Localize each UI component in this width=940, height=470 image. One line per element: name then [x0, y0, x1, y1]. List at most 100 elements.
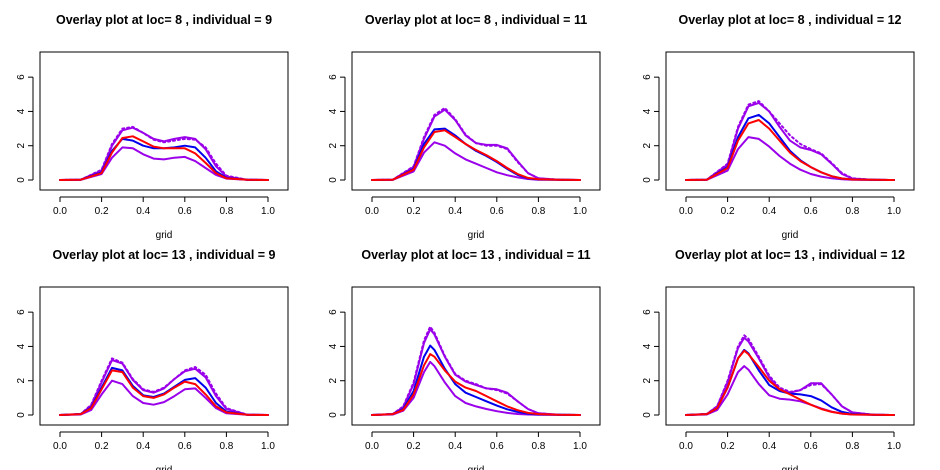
x-axis-label: grid — [468, 230, 485, 241]
x-tick-label: 0.6 — [804, 206, 818, 217]
x-tick-label: 0.0 — [365, 441, 379, 452]
series-line-purple — [59, 379, 269, 416]
y-tick-label: 0 — [642, 412, 653, 418]
x-tick-label: 0.2 — [407, 441, 421, 452]
y-tick-label: 2 — [16, 377, 27, 383]
chart-title: Overlay plot at loc= 13 , individual = 9 — [53, 248, 276, 262]
x-axis-label: grid — [468, 465, 485, 470]
y-tick-label: 2 — [642, 142, 653, 148]
x-tick-label: 0.6 — [490, 206, 504, 217]
y-tick-label: 6 — [642, 309, 653, 315]
x-tick-label: 1.0 — [573, 441, 587, 452]
x-tick-label: 0.8 — [531, 441, 545, 452]
chart-panel-5: Overlay plot at loc= 13 , individual = 1… — [328, 248, 601, 470]
y-tick-label: 4 — [328, 343, 339, 349]
chart-panel-4: Overlay plot at loc= 13 , individual = 9… — [16, 248, 289, 470]
x-tick-label: 1.0 — [887, 206, 901, 217]
chart-title: Overlay plot at loc= 8 , individual = 9 — [56, 13, 272, 27]
series-line-red — [59, 369, 269, 416]
x-tick-label: 0.0 — [53, 441, 67, 452]
x-tick-label: 0.6 — [178, 441, 192, 452]
y-tick-label: 4 — [16, 343, 27, 349]
series-line-red — [685, 119, 895, 181]
y-tick-label: 6 — [328, 309, 339, 315]
series-line-purple — [59, 146, 269, 181]
x-tick-label: 0.4 — [762, 206, 776, 217]
x-tick-label: 0.8 — [845, 441, 859, 452]
plot-frame — [665, 286, 915, 426]
series-line-purple-dotted — [371, 107, 581, 181]
x-tick-label: 0.8 — [531, 206, 545, 217]
chart-panel-1: Overlay plot at loc= 8 , individual = 9 0… — [16, 13, 289, 241]
chart-title: Overlay plot at loc= 8 , individual = 11 — [365, 13, 587, 27]
series-line-red — [685, 349, 895, 416]
x-tick-label: 0.4 — [136, 441, 150, 452]
series-line-purple-dotted — [59, 125, 269, 181]
plot-frame — [39, 51, 289, 191]
x-axis-label: grid — [782, 465, 799, 470]
y-tick-label: 0 — [328, 412, 339, 418]
x-tick-label: 0.6 — [490, 441, 504, 452]
x-tick-label: 0.0 — [679, 441, 693, 452]
y-tick-label: 6 — [328, 74, 339, 80]
x-tick-label: 0.0 — [53, 206, 67, 217]
x-tick-label: 0.8 — [219, 206, 233, 217]
series-line-purple-dotted — [685, 334, 895, 416]
chart-panel-3: Overlay plot at loc= 8 , individual = 12… — [642, 13, 915, 241]
x-tick-label: 0.0 — [679, 206, 693, 217]
x-tick-label: 0.0 — [365, 206, 379, 217]
x-tick-label: 0.2 — [95, 206, 109, 217]
x-tick-label: 0.4 — [762, 441, 776, 452]
x-tick-label: 0.4 — [136, 206, 150, 217]
series-line-red — [371, 129, 581, 181]
y-tick-label: 4 — [642, 108, 653, 114]
y-tick-label: 2 — [16, 142, 27, 148]
series-line-purple-dotted — [371, 325, 581, 416]
x-tick-label: 0.6 — [178, 206, 192, 217]
x-tick-label: 0.8 — [219, 441, 233, 452]
y-tick-label: 4 — [16, 108, 27, 114]
x-tick-label: 0.8 — [845, 206, 859, 217]
x-axis-label: grid — [156, 465, 173, 470]
chart-panel-6: Overlay plot at loc= 13 , individual = 1… — [642, 248, 915, 470]
x-tick-label: 1.0 — [261, 441, 275, 452]
y-tick-label: 6 — [16, 74, 27, 80]
chart-title: Overlay plot at loc= 13 , individual = 1… — [675, 248, 905, 262]
x-tick-label: 0.2 — [721, 441, 735, 452]
x-tick-label: 0.2 — [95, 441, 109, 452]
series-line-purple-dotted — [685, 100, 895, 181]
y-tick-label: 6 — [642, 74, 653, 80]
x-tick-label: 0.2 — [721, 206, 735, 217]
x-tick-label: 1.0 — [887, 441, 901, 452]
series-line-red — [59, 135, 269, 181]
y-tick-label: 0 — [16, 177, 27, 183]
y-tick-label: 0 — [16, 412, 27, 418]
x-tick-label: 0.6 — [804, 441, 818, 452]
x-tick-label: 0.4 — [448, 206, 462, 217]
x-tick-label: 0.2 — [407, 206, 421, 217]
x-axis-label: grid — [156, 230, 173, 241]
chart-panel-2: Overlay plot at loc= 8 , individual = 11… — [328, 13, 601, 241]
y-tick-label: 0 — [642, 177, 653, 183]
x-tick-label: 0.4 — [448, 441, 462, 452]
y-tick-label: 6 — [16, 309, 27, 315]
plot-frame — [351, 286, 601, 426]
x-axis-label: grid — [782, 230, 799, 241]
plot-frame — [39, 286, 289, 426]
y-tick-label: 2 — [328, 377, 339, 383]
y-tick-label: 4 — [642, 343, 653, 349]
plot-frame — [665, 51, 915, 191]
x-tick-label: 1.0 — [573, 206, 587, 217]
y-tick-label: 0 — [328, 177, 339, 183]
y-tick-label: 2 — [328, 142, 339, 148]
y-tick-label: 2 — [642, 377, 653, 383]
series-line-red — [371, 353, 581, 416]
chart-title: Overlay plot at loc= 13 , individual = 1… — [361, 248, 590, 262]
series-line-purple-dotted — [59, 357, 269, 416]
series-line-purple — [371, 328, 581, 416]
x-tick-label: 1.0 — [261, 206, 275, 217]
plot-frame — [351, 51, 601, 191]
chart-title: Overlay plot at loc= 8 , individual = 12 — [679, 13, 902, 27]
y-tick-label: 4 — [328, 108, 339, 114]
